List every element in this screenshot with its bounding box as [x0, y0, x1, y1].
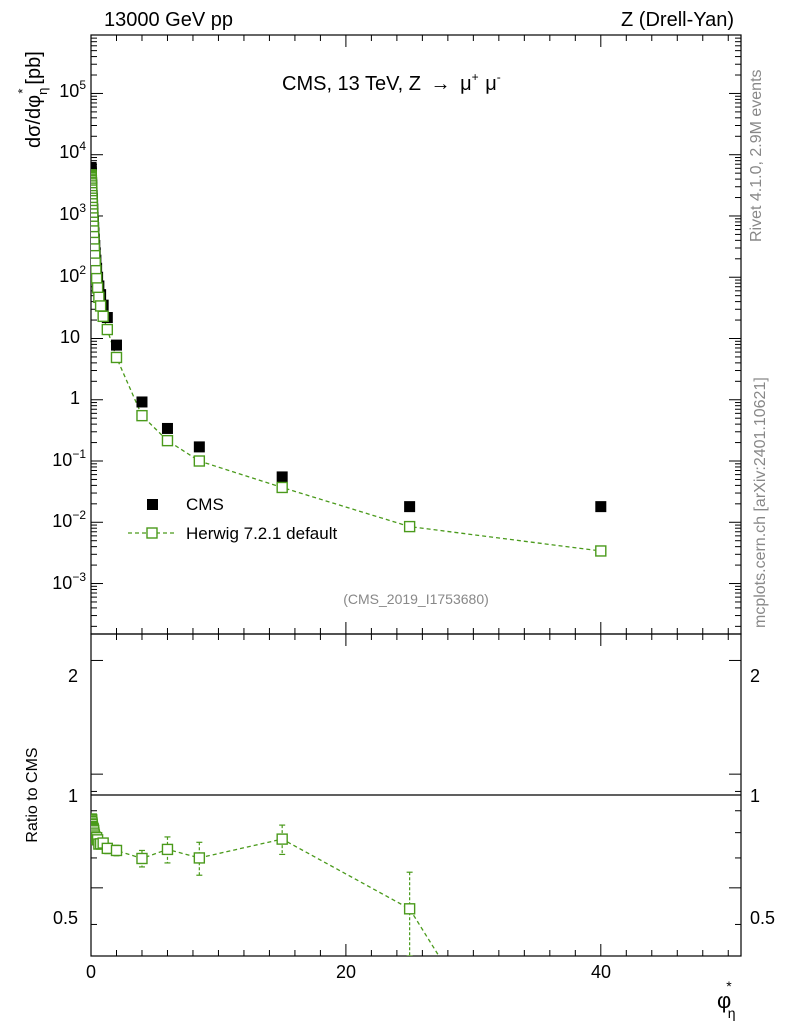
mcplots-label: mcplots.cern.ch [arXiv:2401.10621] — [752, 377, 769, 628]
herwig-point — [110, 351, 123, 364]
herwig-point — [403, 520, 416, 533]
main-plot-frame — [90, 34, 742, 635]
herwig-point — [91, 272, 103, 285]
main-ytick-label: 10−3 — [52, 570, 86, 593]
herwig-line — [91, 174, 601, 552]
header-right: Z (Drell-Yan) — [621, 9, 734, 31]
legend: CMS Herwig 7.2.1 default — [128, 495, 337, 543]
axis-ticks — [90, 34, 741, 956]
ratio-line — [91, 818, 440, 956]
xaxis-label: φ* η — [717, 978, 736, 1021]
main-ytick-label: 102 — [59, 263, 86, 286]
cms-point — [161, 422, 173, 434]
cms-point — [110, 339, 122, 351]
herwig-point — [161, 434, 174, 447]
xtick-label: 40 — [591, 962, 611, 982]
legend-cms-label: CMS — [186, 495, 224, 514]
main-ytick-label: 104 — [59, 139, 86, 162]
ratio-ytick-labels: 2 1 0.5 2 1 0.5 — [53, 666, 775, 928]
main-plot-title: CMS, 13 TeV, Z → μ+ μ- — [282, 64, 501, 95]
main-marks — [91, 161, 607, 557]
xtick-label: 20 — [336, 962, 356, 982]
ratio-point — [136, 852, 148, 865]
header-left: 13000 GeV pp — [104, 9, 233, 31]
herwig-point — [94, 300, 107, 312]
legend-herwig-label: Herwig 7.2.1 default — [186, 524, 337, 543]
herwig-point — [136, 409, 148, 422]
ratio-point — [276, 833, 288, 845]
cms-point — [595, 501, 607, 513]
main-ytick-label: 10−2 — [52, 508, 86, 531]
legend-cms-marker — [147, 499, 158, 510]
ratio-ytick-label: 1 — [68, 786, 78, 806]
herwig-point — [276, 481, 288, 494]
ratio-point — [110, 844, 123, 857]
cms-point — [276, 471, 288, 483]
main-ytick-label: 105 — [59, 78, 86, 101]
ratio-ytick-label: 2 — [68, 666, 78, 686]
ratio-ytick-label-right: 1 — [750, 786, 760, 806]
main-ytick-label: 10 — [60, 327, 80, 347]
main-ylabel: dσ/dφη*[pb] — [15, 51, 50, 148]
ratio-ytick-label-right: 0.5 — [750, 908, 775, 928]
ratio-point — [161, 843, 174, 856]
cms-point — [404, 501, 416, 513]
main-ytick-label: 103 — [59, 201, 86, 224]
legend-herwig-marker — [146, 527, 158, 539]
analysis-id: (CMS_2019_I1753680) — [343, 591, 489, 607]
herwig-point — [193, 455, 206, 467]
cms-point — [136, 396, 148, 408]
ratio-ytick-label: 0.5 — [53, 908, 78, 928]
xtick-label: 0 — [86, 962, 96, 982]
herwig-point — [91, 282, 104, 294]
herwig-point — [595, 545, 607, 557]
ratio-ytick-label-right: 2 — [750, 666, 760, 686]
herwig-point — [101, 323, 114, 336]
ratio-ylabel: Ratio to CMS — [24, 747, 41, 842]
ratio-point — [193, 852, 206, 864]
main-ytick-label: 10−1 — [52, 447, 86, 470]
ratio-point — [403, 903, 416, 915]
cms-point — [193, 441, 205, 453]
main-ytick-labels: 105 104 103 102 10 1 10−1 10−2 10−3 — [52, 78, 86, 593]
main-ytick-label: 1 — [70, 388, 80, 408]
rivet-label: Rivet 4.1.0, 2.9M events — [748, 69, 765, 242]
ratio-marks — [91, 813, 440, 956]
xtick-labels: 0 20 40 — [86, 962, 611, 982]
herwig-point — [97, 310, 109, 323]
